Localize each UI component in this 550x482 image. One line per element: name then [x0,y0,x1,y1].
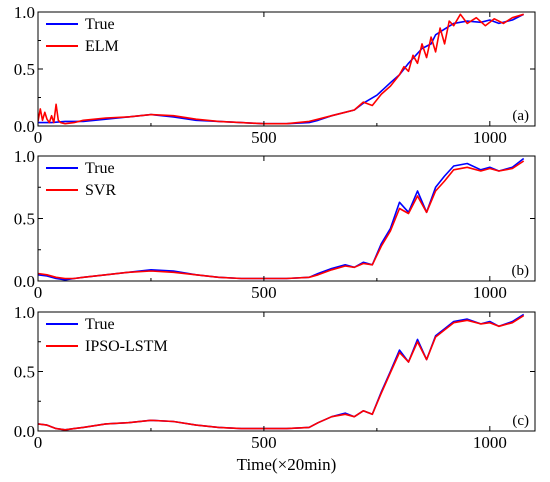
y-tick-label: 0.0 [14,272,35,291]
chart-panel-3: 0 500 1000 0.0 0.5 1.0 True IPSO-LSTM (c) Time(×2… [14,303,536,474]
x-tick-label: 1000 [473,128,507,147]
x-tick-label: 0 [34,433,43,452]
x-tick-label: 0 [34,283,43,302]
y-tick-label: 0.0 [14,117,35,136]
x-tick-label: 500 [251,128,277,147]
series-line-elm [38,13,524,125]
x-axis-label: Time(×20min) [237,455,337,474]
legend-label: True [85,16,115,33]
y-tick-label: 1.0 [14,303,35,322]
y-tick-label: 0.5 [14,363,35,382]
y-tick-label: 0.0 [14,422,35,441]
y-tick-label: 0.5 [14,60,35,79]
y-tick-label: 1.0 [14,147,35,166]
y-tick-label: 0.5 [14,210,35,229]
series-line-ipso-lstm [38,314,525,431]
panel-label: (b) [512,263,530,279]
legend-label: IPSO-LSTM [85,338,168,355]
y-tick-label: 1.0 [14,3,35,22]
chart-panel-2: 0 500 1000 0.0 0.5 1.0 True SVR (b) [14,147,536,302]
chart-panel-1: 0 500 1000 0.0 0.5 1.0 True ELM (a) [14,3,536,147]
legend-label: SVR [85,182,116,199]
panel-label: (a) [512,108,529,124]
legend-label: True [85,316,115,333]
x-tick-label: 0 [34,128,43,147]
x-tick-label: 1000 [473,283,507,302]
x-tick-label: 500 [251,433,277,452]
panel-label: (c) [512,413,529,429]
x-tick-label: 1000 [473,433,507,452]
series-line-svr [38,160,525,280]
legend-label: True [85,160,115,177]
legend-label: ELM [85,38,119,55]
x-tick-label: 500 [251,283,277,302]
